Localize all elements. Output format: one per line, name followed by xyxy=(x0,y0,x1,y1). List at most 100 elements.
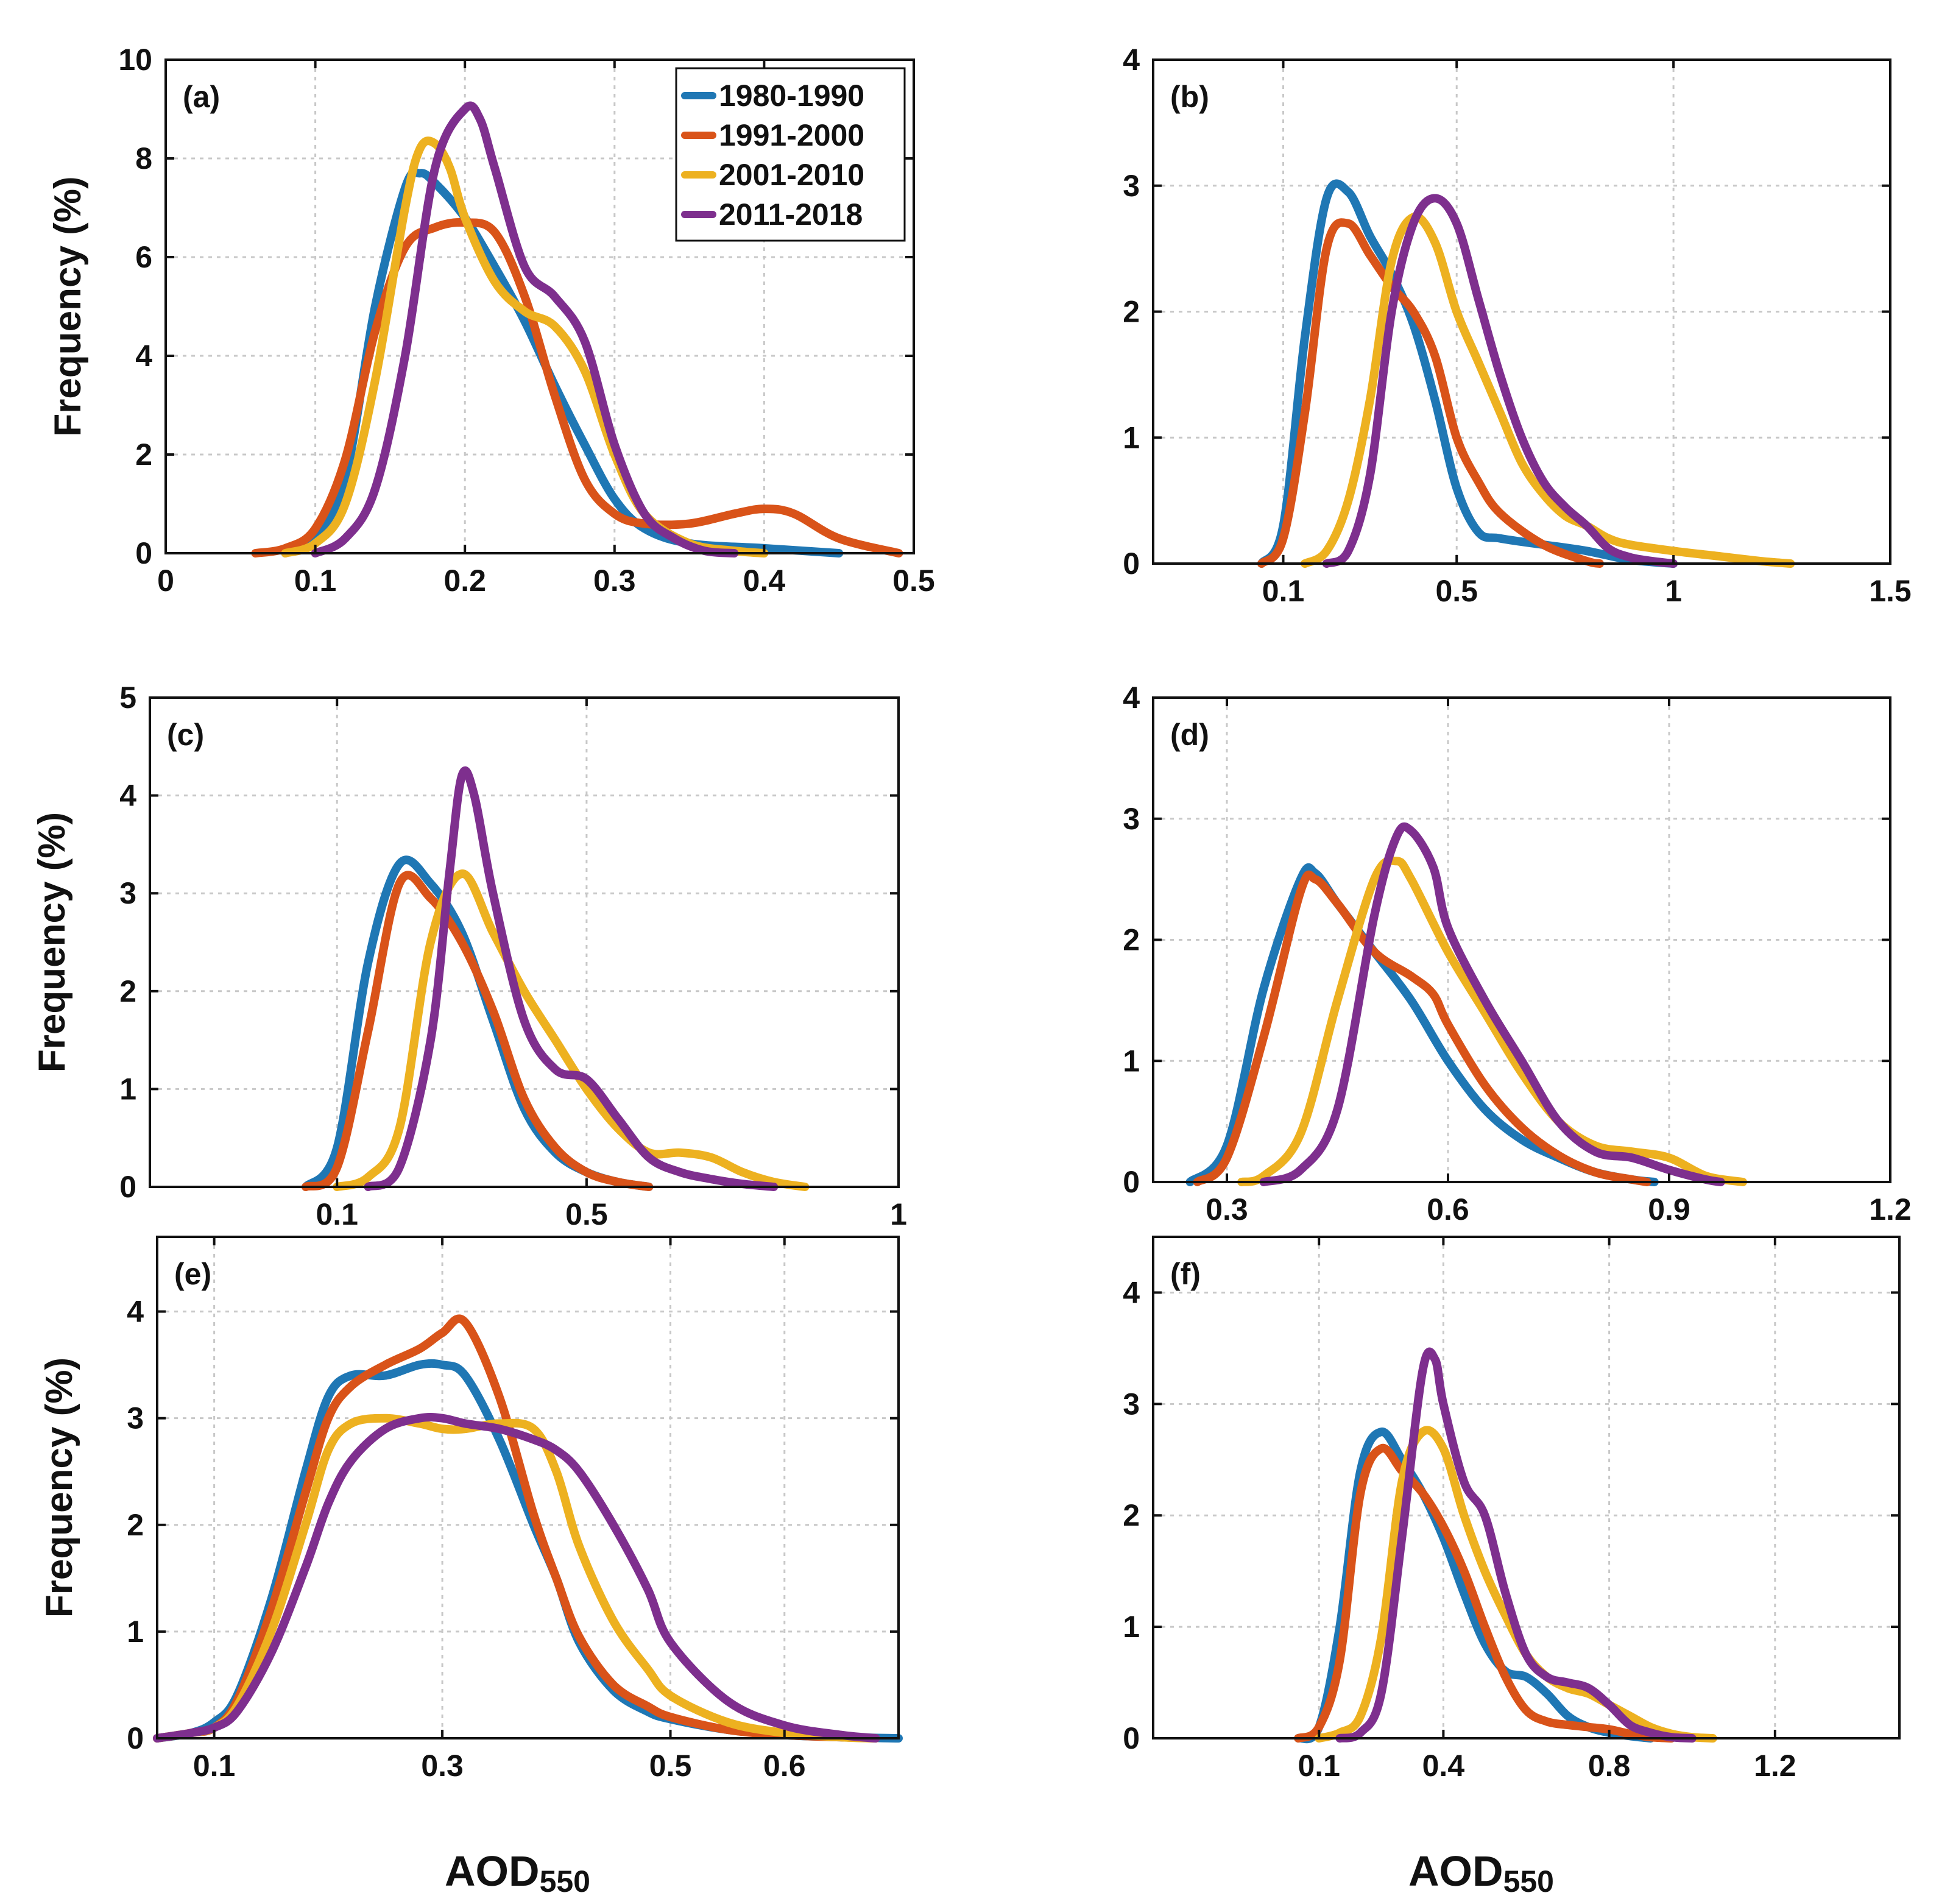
y-tick-label: 0 xyxy=(1123,1721,1140,1755)
y-tick-label: 3 xyxy=(127,1401,144,1435)
y-tick-label: 6 xyxy=(135,240,152,274)
frame-ticks xyxy=(157,1237,899,1739)
series-line xyxy=(1259,822,1725,1186)
x-tick-label: 0.1 xyxy=(1298,1749,1340,1783)
y-tick-label: 1 xyxy=(119,1072,136,1106)
y-tick-label: 0 xyxy=(119,1170,136,1204)
x-tick-label: 0.4 xyxy=(1422,1749,1465,1783)
series-line xyxy=(153,1413,880,1743)
gridlines xyxy=(1153,1237,1899,1738)
y-axis-label: Frequency (%) xyxy=(38,1357,80,1618)
x-tick-label: 0.9 xyxy=(1648,1192,1690,1226)
frame-ticks xyxy=(164,58,915,554)
legend-label: 2001-2010 xyxy=(719,158,864,192)
x-tick-label: 0.1 xyxy=(193,1749,236,1783)
series-line xyxy=(1193,870,1651,1186)
y-tick-label: 4 xyxy=(135,339,152,373)
y-tick-label: 3 xyxy=(1123,169,1140,203)
x-tick-label: 0.8 xyxy=(1588,1749,1631,1783)
y-tick-label: 5 xyxy=(119,681,136,715)
x-axis-label-main: AOD xyxy=(1408,1847,1503,1895)
y-tick-label: 2 xyxy=(1123,923,1140,957)
axis-frame xyxy=(164,58,915,554)
gridlines xyxy=(150,698,899,1187)
x-tick-label: 0.5 xyxy=(565,1197,608,1231)
series-line xyxy=(1322,194,1678,568)
series-lines xyxy=(251,101,903,557)
y-tick-label: 3 xyxy=(1123,1387,1140,1421)
x-tick-label: 0.6 xyxy=(763,1749,806,1783)
y-tick-label: 4 xyxy=(1123,43,1140,77)
y-axis-label: Frequency (%) xyxy=(31,812,73,1072)
legend-label: 1980-1990 xyxy=(719,79,864,113)
y-tick-label: 2 xyxy=(119,974,136,1008)
series-line xyxy=(1301,212,1795,568)
panel-c: 0.1 0.5 1 0 1 2 3 4 5 (c) Frequency (%) xyxy=(31,681,907,1231)
panel-label: (c) xyxy=(167,718,204,752)
gridlines xyxy=(157,1237,899,1738)
panel-e: 0.1 0.3 0.5 0.6 0 1 2 3 4 (e) Frequency (%) xyxy=(38,1236,903,1783)
series-line xyxy=(333,869,810,1191)
x-tick-label: 0.3 xyxy=(1206,1192,1248,1226)
legend-entry: 1991-2000 xyxy=(681,118,864,152)
frame-ticks xyxy=(1153,696,1891,1183)
y-tick-label: 4 xyxy=(1123,681,1140,715)
y-tick-label: 2 xyxy=(1123,295,1140,329)
y-tick-label: 8 xyxy=(135,141,152,175)
panel-d: 0.3 0.6 0.9 1.2 0 1 2 3 4 (d) xyxy=(1123,681,1912,1226)
series-lines xyxy=(153,1314,903,1743)
x-tick-label: 0.3 xyxy=(421,1749,464,1783)
x-axis-label-subscript: 550 xyxy=(1503,1864,1554,1899)
series-line xyxy=(1257,218,1605,568)
series-line xyxy=(1294,1443,1676,1743)
panel-label: (b) xyxy=(1170,80,1209,114)
y-tick-label: 1 xyxy=(127,1615,144,1649)
x-axis-label-subscript: 550 xyxy=(540,1864,590,1899)
x-tick-label: 0.5 xyxy=(1435,574,1478,608)
panel-label: (e) xyxy=(174,1257,211,1291)
y-tick-label: 2 xyxy=(127,1508,144,1542)
panel-label: (a) xyxy=(183,80,220,114)
x-tick-label: 0.5 xyxy=(892,564,935,598)
y-tick-label: 1 xyxy=(1123,1610,1140,1644)
y-tick-label: 1 xyxy=(1123,420,1140,455)
frame-ticks xyxy=(1153,1237,1899,1739)
y-tick-label: 3 xyxy=(1123,802,1140,836)
legend-entry: 2011-2018 xyxy=(681,197,863,232)
panel-label: (d) xyxy=(1170,718,1209,752)
x-tick-label: 1 xyxy=(1665,574,1682,608)
series-line xyxy=(311,101,739,557)
x-tick-label: 0.1 xyxy=(294,564,337,598)
legend-label: 1991-2000 xyxy=(719,118,864,152)
axis-frame xyxy=(156,1236,900,1739)
x-axis-label-left: AOD550 xyxy=(445,1847,590,1899)
legend-entry: 2001-2010 xyxy=(681,158,864,192)
x-tick-label: 1.5 xyxy=(1869,574,1912,608)
axis-frame xyxy=(1152,1236,1901,1739)
x-tick-label: 0.6 xyxy=(1427,1192,1469,1226)
y-tick-label: 3 xyxy=(119,876,136,910)
axis-frame xyxy=(149,696,900,1188)
panel-b: 0.1 0.5 1 1.5 0 1 2 3 4 (b) xyxy=(1123,43,1912,608)
panel-label: (f) xyxy=(1170,1257,1201,1291)
x-tick-label: 0.3 xyxy=(593,564,636,598)
x-tick-label: 0.1 xyxy=(1262,574,1305,608)
y-tick-label: 4 xyxy=(1123,1275,1140,1309)
y-tick-label: 4 xyxy=(119,779,136,813)
legend: 1980-1990 1991-2000 2001-2010 2011-2018 xyxy=(675,67,906,242)
panel-f: 0.1 0.4 0.8 1.2 0 1 2 3 4 (f) xyxy=(1123,1236,1901,1783)
x-axis-label-right: AOD550 xyxy=(1408,1847,1554,1899)
y-tick-label: 0 xyxy=(1123,547,1140,581)
y-tick-label: 2 xyxy=(135,437,152,472)
series-lines xyxy=(1257,179,1795,568)
frame-ticks xyxy=(150,696,900,1188)
x-tick-label: 1.2 xyxy=(1754,1749,1796,1783)
legend-label: 2011-2018 xyxy=(719,197,863,232)
y-tick-label: 10 xyxy=(118,43,152,77)
x-tick-label: 0.2 xyxy=(443,564,486,598)
series-lines xyxy=(302,766,810,1191)
y-tick-label: 4 xyxy=(127,1295,144,1329)
x-tick-label: 0.5 xyxy=(649,1749,692,1783)
frame-ticks xyxy=(1153,58,1891,565)
